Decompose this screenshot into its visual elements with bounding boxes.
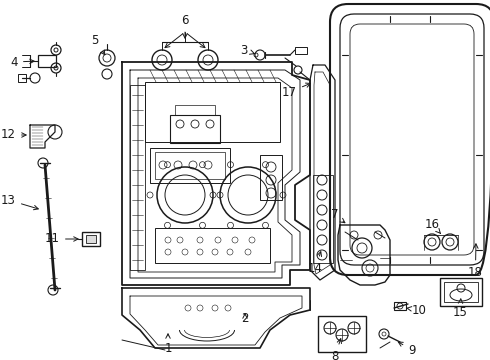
Text: 6: 6: [181, 13, 189, 38]
Bar: [295, 47, 307, 54]
Text: 7: 7: [330, 208, 345, 223]
Bar: [145, 82, 280, 142]
Bar: [170, 115, 220, 143]
Text: 8: 8: [331, 339, 342, 360]
Bar: [394, 302, 406, 310]
Bar: [130, 85, 145, 270]
Bar: [260, 155, 282, 200]
Text: 11: 11: [45, 233, 78, 246]
Bar: [318, 316, 366, 352]
Text: 3: 3: [241, 44, 254, 57]
Bar: [155, 228, 270, 263]
Bar: [175, 105, 215, 115]
Text: 1: 1: [164, 334, 172, 355]
Text: 4: 4: [10, 55, 34, 68]
Text: 15: 15: [453, 299, 467, 319]
Text: 16: 16: [424, 217, 441, 233]
Bar: [150, 148, 230, 183]
Text: 17: 17: [282, 83, 311, 99]
Bar: [440, 278, 482, 306]
Bar: [86, 235, 96, 243]
Bar: [155, 152, 225, 179]
Text: 10: 10: [406, 303, 427, 316]
Bar: [82, 232, 100, 246]
Text: 5: 5: [91, 33, 105, 55]
Text: 2: 2: [241, 311, 249, 324]
Text: 9: 9: [398, 342, 416, 356]
Bar: [38, 55, 56, 67]
Bar: [313, 175, 333, 263]
Text: 18: 18: [468, 244, 483, 279]
Text: 12: 12: [1, 129, 26, 141]
Bar: [444, 282, 478, 302]
Bar: [18, 74, 26, 82]
Text: 13: 13: [1, 194, 38, 210]
Text: 14: 14: [308, 252, 323, 274]
